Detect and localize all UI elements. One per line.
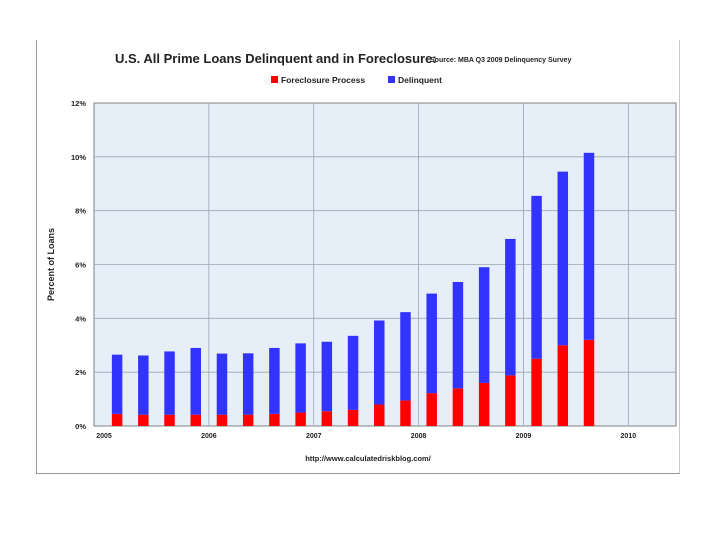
bar-delinquent: [269, 347, 280, 414]
legend-swatch-foreclosure: [271, 76, 278, 83]
bar-delinquent: [505, 238, 516, 376]
bar-delinquent: [347, 335, 359, 410]
bar-foreclosure: [531, 358, 542, 426]
legend-swatch-delinquent: [388, 76, 395, 83]
bars: [111, 152, 595, 426]
bar-foreclosure: [164, 414, 175, 426]
bar-delinquent: [111, 354, 123, 414]
bar-delinquent: [531, 195, 542, 359]
chart-frame: U.S. All Prime Loans Delinquent and in F…: [36, 40, 680, 474]
chart-title: U.S. All Prime Loans Delinquent and in F…: [115, 51, 437, 66]
bar-foreclosure: [321, 411, 333, 426]
y-tick-label: 10%: [71, 153, 86, 162]
bar-delinquent: [321, 341, 333, 412]
bar-foreclosure: [138, 414, 149, 426]
bar-delinquent: [557, 171, 569, 346]
bar-foreclosure: [347, 409, 359, 426]
bar-delinquent: [400, 312, 411, 401]
bar-delinquent: [242, 353, 254, 415]
x-tick-label: 2007: [306, 433, 322, 440]
bar-delinquent: [138, 355, 149, 415]
bar-foreclosure: [374, 404, 385, 426]
bar-delinquent: [478, 267, 490, 383]
y-tick-label: 8%: [75, 207, 86, 216]
bar-foreclosure: [190, 414, 201, 426]
bar-foreclosure: [426, 393, 437, 426]
y-tick-label: 0%: [75, 422, 86, 431]
x-tick-label: 2009: [516, 433, 532, 440]
bar-foreclosure: [505, 375, 516, 426]
y-tick-label: 4%: [75, 314, 86, 323]
bar-delinquent: [374, 320, 385, 405]
legend-label-foreclosure: Foreclosure Process: [281, 75, 365, 85]
bar-foreclosure: [111, 413, 123, 426]
source-url: http://www.calculatedriskblog.com/: [305, 454, 431, 463]
bar-delinquent: [583, 152, 595, 340]
legend-label-delinquent: Delinquent: [398, 75, 442, 85]
y-axis-ticks: 0% 2% 4% 6% 8% 10% 12%: [71, 99, 86, 431]
chart-subtitle: Source: MBA Q3 2009 Delinquency Survey: [430, 57, 571, 64]
bar-foreclosure: [269, 413, 280, 426]
bar-delinquent: [216, 353, 228, 415]
bar-foreclosure: [295, 412, 306, 426]
bar-delinquent: [452, 281, 464, 389]
chart: U.S. All Prime Loans Delinquent and in F…: [46, 51, 677, 463]
x-tick-label: 2006: [201, 433, 217, 440]
legend: Foreclosure Process Delinquent: [271, 75, 442, 85]
x-tick-label: 2005: [96, 433, 112, 440]
bar-foreclosure: [478, 382, 490, 426]
y-axis-label: Percent of Loans: [46, 228, 56, 301]
y-tick-label: 12%: [71, 99, 86, 108]
bar-foreclosure: [400, 400, 411, 426]
bar-delinquent: [190, 347, 201, 415]
x-tick-label: 2008: [411, 433, 427, 440]
bar-foreclosure: [242, 414, 254, 426]
y-tick-label: 2%: [75, 368, 86, 377]
x-tick-label: 2010: [621, 433, 637, 440]
bar-delinquent: [164, 351, 175, 415]
bar-delinquent: [295, 343, 306, 413]
x-axis-ticks: 2005 2006 2007 2008 2009 2010: [96, 433, 636, 440]
bar-delinquent: [426, 293, 437, 394]
bar-foreclosure: [452, 388, 464, 426]
y-tick-label: 6%: [75, 261, 86, 270]
bar-foreclosure: [557, 345, 569, 426]
bar-foreclosure: [583, 339, 595, 426]
bar-foreclosure: [216, 414, 228, 426]
